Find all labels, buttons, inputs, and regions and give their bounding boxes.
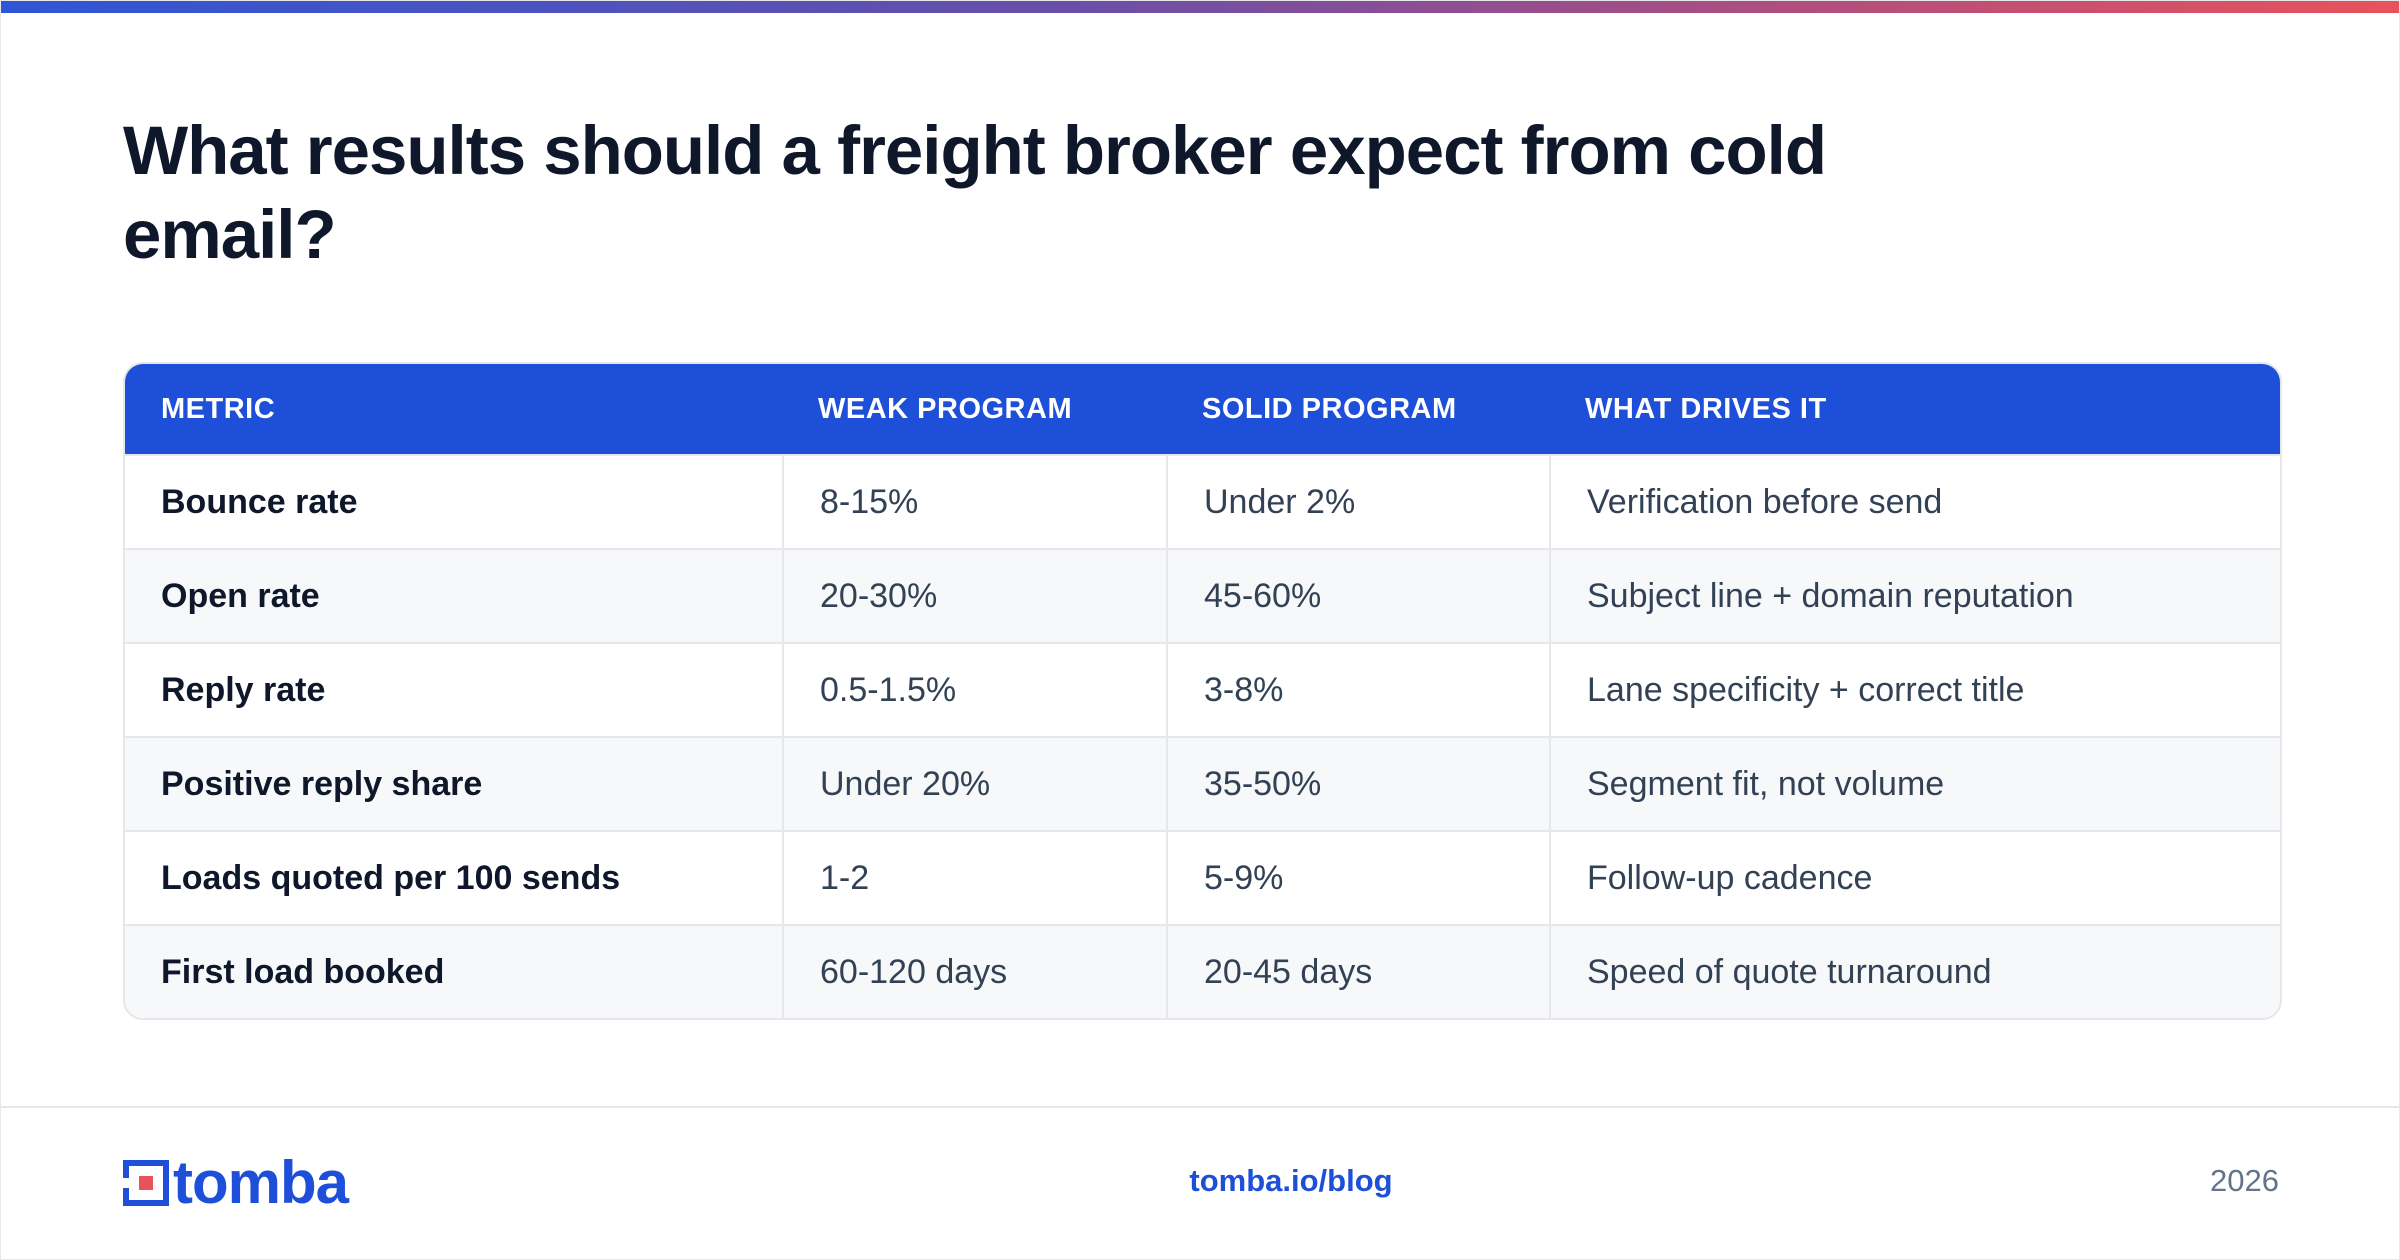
metric-cell: Bounce rate [161, 482, 358, 521]
tomba-logo[interactable]: tomba [123, 1149, 349, 1216]
logo-wordmark: tomba [173, 1149, 349, 1216]
solid-program-cell: 20-45 days [1166, 926, 1549, 1018]
tomba-logo-icon [123, 1160, 169, 1206]
driver-cell: Lane specificity + correct title [1549, 644, 2280, 736]
weak-program-cell: Under 20% [782, 738, 1166, 830]
footer-year: 2026 [2210, 1163, 2279, 1198]
top-gradient-bar [1, 1, 2399, 13]
solid-program-cell: 35-50% [1166, 738, 1549, 830]
solid-program-cell: 3-8% [1166, 644, 1549, 736]
table-row: Loads quoted per 100 sends 1-2 5-9% Foll… [125, 830, 2280, 924]
solid-program-cell: 45-60% [1166, 550, 1549, 642]
table-header: METRIC WEAK PROGRAM SOLID PROGRAM WHAT D… [125, 364, 2280, 454]
column-header-weak-program: WEAK PROGRAM [818, 392, 1073, 425]
metric-cell: Positive reply share [161, 764, 483, 803]
table-row: First load booked 60-120 days 20-45 days… [125, 924, 2280, 1018]
results-table: METRIC WEAK PROGRAM SOLID PROGRAM WHAT D… [123, 362, 2282, 1020]
metric-cell: First load booked [161, 952, 445, 991]
column-header-metric: METRIC [161, 392, 276, 425]
weak-program-cell: 1-2 [782, 832, 1166, 924]
table-row: Bounce rate 8-15% Under 2% Verification … [125, 454, 2280, 548]
blog-link[interactable]: tomba.io/blog [1189, 1163, 1393, 1198]
driver-cell: Verification before send [1549, 456, 2280, 548]
table-row: Positive reply share Under 20% 35-50% Se… [125, 736, 2280, 830]
table-row: Reply rate 0.5-1.5% 3-8% Lane specificit… [125, 642, 2280, 736]
table-row: Open rate 20-30% 45-60% Subject line + d… [125, 548, 2280, 642]
solid-program-cell: 5-9% [1166, 832, 1549, 924]
driver-cell: Follow-up cadence [1549, 832, 2280, 924]
column-header-solid-program: SOLID PROGRAM [1202, 392, 1457, 425]
driver-cell: Subject line + domain reputation [1549, 550, 2280, 642]
metric-cell: Loads quoted per 100 sends [161, 858, 621, 897]
weak-program-cell: 8-15% [782, 456, 1166, 548]
footer-divider [1, 1106, 2399, 1108]
solid-program-cell: Under 2% [1166, 456, 1549, 548]
weak-program-cell: 20-30% [782, 550, 1166, 642]
page-title: What results should a freight broker exp… [123, 112, 1827, 273]
weak-program-cell: 0.5-1.5% [782, 644, 1166, 736]
driver-cell: Speed of quote turnaround [1549, 926, 2280, 1018]
metric-cell: Open rate [161, 576, 320, 615]
driver-cell: Segment fit, not volume [1549, 738, 2280, 830]
metric-cell: Reply rate [161, 670, 326, 709]
weak-program-cell: 60-120 days [782, 926, 1166, 1018]
column-header-what-drives-it: WHAT DRIVES IT [1585, 392, 1827, 425]
